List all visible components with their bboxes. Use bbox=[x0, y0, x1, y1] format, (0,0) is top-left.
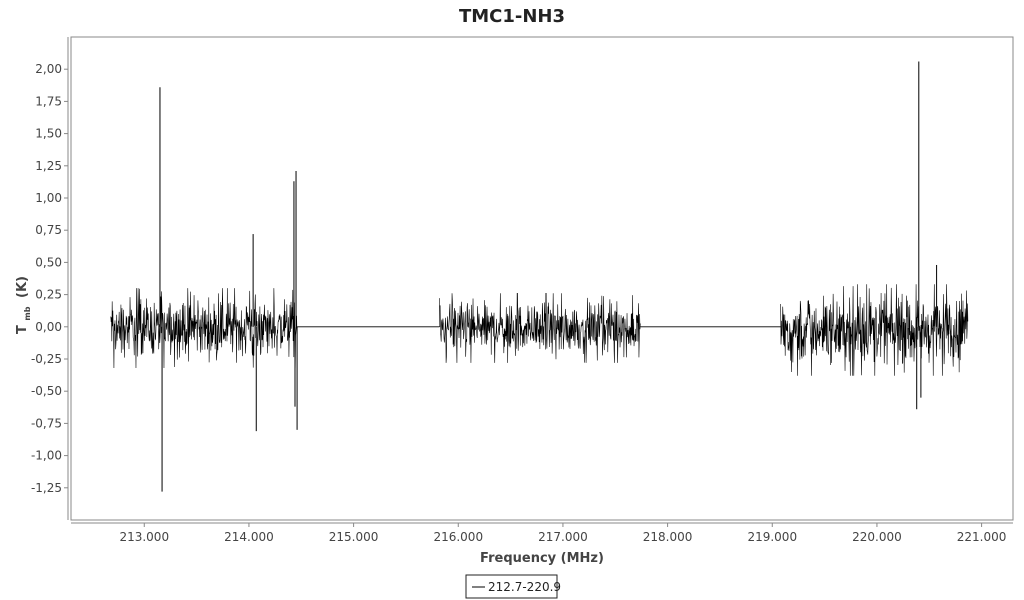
y-tick-label: 0,25 bbox=[35, 288, 62, 302]
legend-box bbox=[465, 574, 558, 599]
x-tick-label: 217.000 bbox=[538, 530, 588, 544]
x-axis-label: Frequency (MHz) bbox=[480, 551, 604, 566]
x-tick-label: 216.000 bbox=[433, 530, 483, 544]
y-axis-label-unit: (K) bbox=[15, 276, 30, 298]
legend-item-label: 212.7-220.9 bbox=[488, 580, 561, 594]
y-tick-label: -0,75 bbox=[31, 416, 62, 430]
x-tick-label: 218.000 bbox=[643, 530, 693, 544]
y-tick-label: -0,25 bbox=[31, 352, 62, 366]
y-tick-label: 1,00 bbox=[35, 191, 62, 205]
x-axis: 213.000 214.000 215.000 216.000 217.000 218.0… bbox=[119, 523, 1006, 544]
series-band bbox=[439, 293, 641, 363]
series-band bbox=[110, 288, 298, 369]
x-tick-label: 220.000 bbox=[852, 530, 902, 544]
chart-title: TMC1-NH3 bbox=[459, 6, 565, 27]
y-tick-label: 2,00 bbox=[35, 62, 62, 76]
x-tick-label: 213.000 bbox=[119, 530, 169, 544]
y-tick-label: 1,50 bbox=[35, 127, 62, 141]
x-tick-label: 221.000 bbox=[957, 530, 1007, 544]
x-tick-label: 215.000 bbox=[329, 530, 379, 544]
y-axis-label: T mb (K) bbox=[15, 276, 34, 334]
y-axis-label-main: T bbox=[15, 325, 30, 334]
y-axis-label-sub: mb bbox=[23, 306, 32, 320]
y-tick-label: -1,25 bbox=[31, 481, 62, 495]
y-tick-label: 1,25 bbox=[35, 159, 62, 173]
y-tick-label: 0,75 bbox=[35, 223, 62, 237]
y-axis: 2,00 1,75 1,50 1,25 1,00 0,75 0,50 0,25 0,00 -0,2… bbox=[31, 62, 68, 495]
series-band bbox=[780, 284, 969, 376]
series-layer bbox=[110, 61, 969, 492]
y-tick-label: -0,50 bbox=[31, 384, 62, 398]
y-tick-label: 0,50 bbox=[35, 255, 62, 269]
x-tick-label: 214.000 bbox=[224, 530, 274, 544]
plot-area bbox=[70, 36, 1014, 521]
svg-text:T mb (K): T mb (K) bbox=[15, 276, 34, 334]
legend[interactable]: 212.7-220.9 bbox=[465, 574, 561, 599]
y-tick-label: 0,00 bbox=[35, 320, 62, 334]
x-tick-label: 219.000 bbox=[747, 530, 797, 544]
y-tick-label: -1,00 bbox=[31, 449, 62, 463]
y-tick-label: 1,75 bbox=[35, 94, 62, 108]
